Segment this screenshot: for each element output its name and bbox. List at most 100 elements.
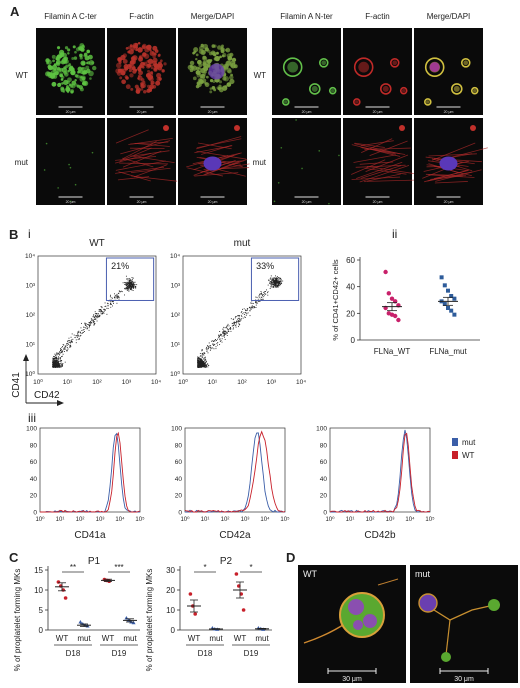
flow-event: [270, 285, 272, 287]
y-tick-label: 10⁰: [170, 370, 180, 378]
micrograph-bg: [410, 565, 518, 683]
flow-event: [60, 360, 62, 361]
cell-signal: [330, 88, 335, 93]
flow-event: [94, 313, 96, 314]
flow-event: [127, 288, 129, 290]
flow-plot-frame: [182, 255, 302, 375]
scale-bar-label: 20 μm: [208, 200, 218, 204]
flow-event: [235, 326, 237, 328]
cell-signal: [230, 60, 234, 64]
flow-event: [58, 360, 60, 362]
flow-event: [254, 306, 256, 308]
proplatelet-chart: P1 0 5 10 15 % of proplatelet forming MKs WT mu…: [13, 556, 140, 671]
flow-event: [118, 290, 120, 292]
flow-event: [237, 315, 239, 317]
flow-event: [212, 341, 214, 343]
flow-event: [274, 279, 276, 281]
y-tick-label: 20: [320, 493, 328, 500]
flow-plot-title: mut: [234, 238, 251, 249]
y-tick-label: 60: [346, 256, 355, 265]
flow-event: [54, 357, 56, 359]
flow-event: [234, 322, 236, 323]
flow-event: [239, 319, 241, 320]
y-tick-label: 40: [346, 283, 355, 292]
flow-event: [275, 284, 277, 286]
cell-signal: [157, 54, 161, 58]
flow-event: [103, 309, 105, 311]
data-point: [446, 306, 450, 310]
flow-event: [239, 314, 240, 316]
flow-event: [202, 352, 204, 354]
flow-event: [280, 280, 282, 282]
cell-signal: [282, 57, 303, 77]
flow-event: [200, 360, 201, 362]
flow-event: [127, 286, 129, 288]
cell-signal: [133, 44, 136, 48]
flow-event: [60, 365, 62, 367]
flow-event: [272, 281, 274, 283]
flow-event: [236, 321, 238, 323]
flow-event: [199, 352, 201, 354]
cell-signal: [152, 54, 156, 59]
flow-event: [77, 331, 79, 333]
flow-event: [197, 364, 199, 366]
actin-fiber: [131, 175, 178, 182]
x-category-label: WT: [56, 634, 69, 643]
flow-event: [221, 338, 223, 340]
flow-event: [206, 348, 208, 350]
scale-bar-label: 20 μm: [208, 110, 218, 114]
cell-signal: [143, 89, 147, 94]
panel-d-micrographs: WT 30 μm mut 30 μm: [298, 565, 518, 683]
cell-signal: [140, 88, 144, 91]
flow-event: [64, 348, 66, 350]
flow-event: [280, 282, 282, 284]
flow-event: [100, 311, 102, 313]
flow-event: [247, 308, 249, 309]
x-tick-label: 10³: [241, 517, 250, 523]
flow-event: [258, 300, 260, 302]
cell-signal: [311, 85, 318, 92]
flow-event: [101, 306, 103, 308]
flow-event: [197, 359, 199, 361]
cell-signal: [207, 59, 212, 64]
flow-event: [249, 309, 251, 311]
cell-signal: [219, 55, 222, 59]
flow-event: [238, 320, 240, 322]
cell-signal: [187, 64, 193, 70]
flow-event: [220, 334, 222, 336]
flow-event: [86, 325, 87, 327]
flow-event: [259, 298, 261, 300]
y-axis-label: % of proplatelet forming MKs: [145, 569, 154, 672]
flow-event: [203, 361, 205, 362]
flow-event: [62, 364, 64, 366]
flow-event: [60, 365, 62, 367]
flow-event: [198, 357, 200, 359]
flow-event: [129, 281, 131, 283]
actin-fiber: [366, 165, 414, 174]
megakaryocyte: [339, 592, 385, 638]
x-arrowhead: [57, 400, 64, 406]
cell-signal: [470, 86, 479, 95]
flow-event: [125, 288, 127, 290]
flow-event: [277, 281, 278, 283]
flow-event: [61, 355, 63, 357]
flow-event: [131, 283, 133, 285]
flow-event: [99, 315, 101, 317]
flow-event: [277, 278, 278, 280]
y-tick-label: 20: [346, 309, 355, 318]
flow-event: [135, 287, 137, 289]
flow-event: [66, 340, 68, 342]
flow-event: [54, 361, 56, 363]
flow-event: [259, 300, 261, 302]
flow-event: [75, 342, 77, 344]
flow-event: [278, 282, 280, 284]
flow-event: [100, 310, 102, 312]
flow-event: [56, 363, 58, 365]
cell-signal: [125, 84, 131, 90]
flow-event: [199, 365, 201, 367]
flow-event: [280, 284, 282, 285]
cell-signal: [60, 78, 64, 81]
flow-event: [207, 352, 209, 354]
cell-signal: [79, 69, 84, 74]
flow-event: [233, 327, 234, 329]
